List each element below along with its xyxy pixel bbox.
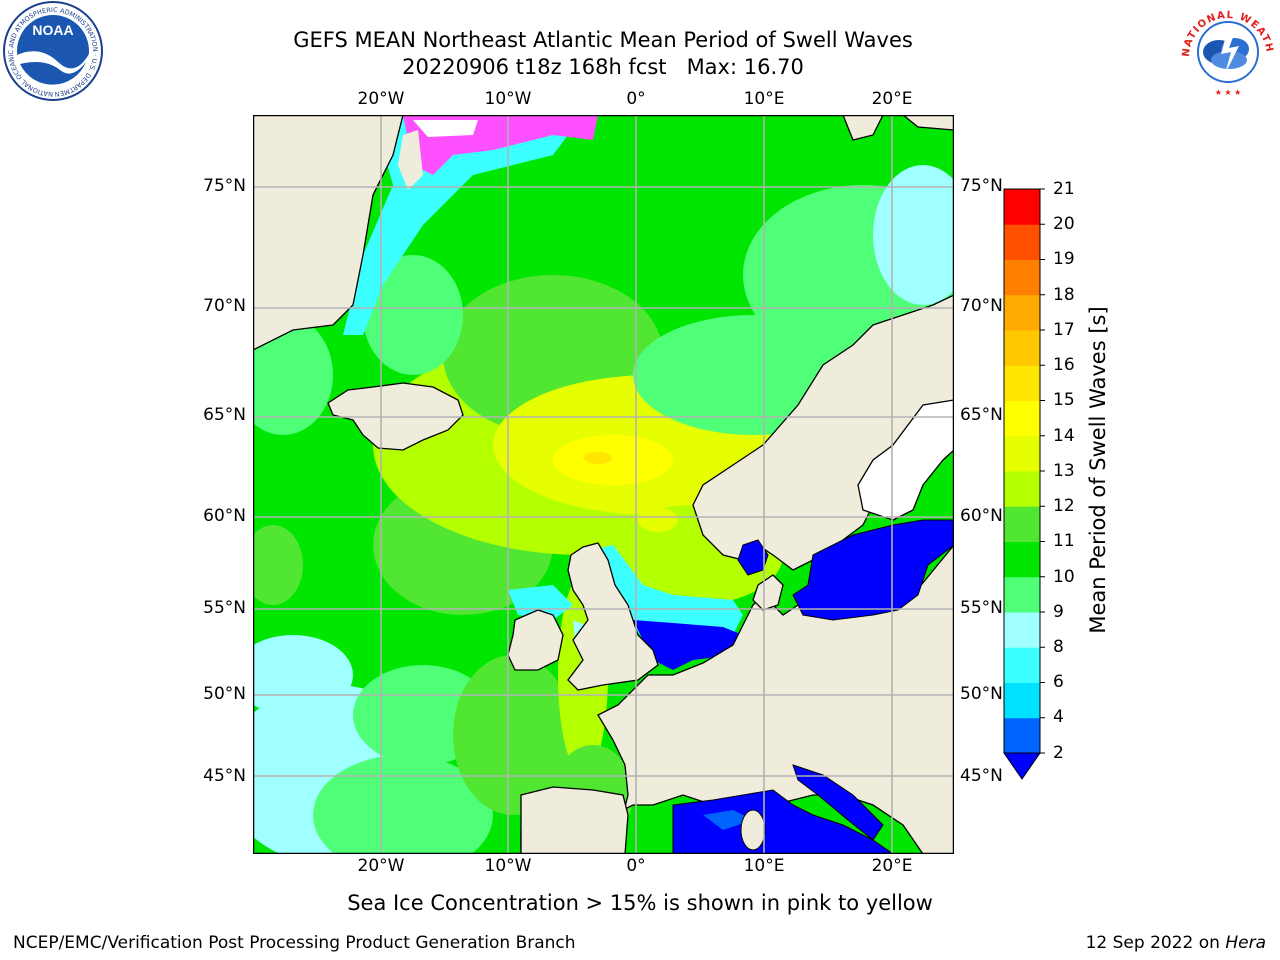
colorbar-label-17: 17 bbox=[1053, 320, 1075, 340]
lat-label-right-65n: 65°N bbox=[960, 405, 1003, 425]
colorbar-segment-13 bbox=[1004, 435, 1040, 472]
colorbar-label-14: 14 bbox=[1053, 426, 1075, 446]
footer-branch: NCEP/EMC/Verification Post Processing Pr… bbox=[13, 933, 576, 953]
colorbar-segment-12 bbox=[1004, 471, 1040, 507]
lat-label-left-55n: 55°N bbox=[203, 598, 246, 618]
lat-label-right-55n: 55°N bbox=[960, 598, 1003, 618]
colorbar-label-6: 6 bbox=[1053, 672, 1064, 692]
lat-label-right-70n: 70°N bbox=[960, 296, 1003, 316]
colorbar-label-12: 12 bbox=[1053, 496, 1075, 516]
colorbar-segment-18 bbox=[1004, 259, 1040, 296]
lon-label-bottom-0: 0° bbox=[626, 856, 646, 876]
lat-label-left-60n: 60°N bbox=[203, 506, 246, 526]
colorbar-segment-6 bbox=[1004, 647, 1040, 683]
chart-title-line1: GEFS MEAN Northeast Atlantic Mean Period… bbox=[293, 28, 913, 52]
ireland bbox=[507, 609, 564, 671]
colorbar-segment-10 bbox=[1004, 541, 1040, 578]
sea-ice-white bbox=[413, 120, 478, 137]
lat-label-left-75n: 75°N bbox=[203, 176, 246, 196]
colorbar-segment-16 bbox=[1004, 330, 1040, 366]
colorbar-segment-8 bbox=[1004, 612, 1040, 648]
colorbar-label-8: 8 bbox=[1053, 637, 1064, 657]
colorbar-segment-20 bbox=[1004, 189, 1040, 225]
colorbar-segment-15 bbox=[1004, 365, 1040, 401]
colorbar-label-18: 18 bbox=[1053, 285, 1075, 305]
baltic-sea bbox=[792, 519, 954, 621]
colorbar-label-19: 19 bbox=[1053, 249, 1075, 269]
colorbar-label-16: 16 bbox=[1053, 355, 1075, 375]
colorbar bbox=[1003, 188, 1045, 780]
map-frame bbox=[253, 115, 954, 854]
colorbar-segment-11 bbox=[1004, 506, 1040, 542]
lon-label-bottom-20e: 20°E bbox=[871, 856, 913, 876]
chart-title-line2: 20220906 t18z 168h fcst Max: 16.70 bbox=[402, 55, 804, 79]
lat-label-right-75n: 75°N bbox=[960, 176, 1003, 196]
colorbar-label-9: 9 bbox=[1053, 602, 1064, 622]
lat-label-left-70n: 70°N bbox=[203, 296, 246, 316]
colorbar-label-10: 10 bbox=[1053, 567, 1075, 587]
colorbar-segments bbox=[1004, 189, 1040, 754]
colorbar-segment-17 bbox=[1004, 294, 1040, 331]
graticule bbox=[253, 115, 954, 854]
lat-label-right-50n: 50°N bbox=[960, 684, 1003, 704]
lon-label-top-20w: 20°W bbox=[357, 89, 405, 109]
colorbar-label-11: 11 bbox=[1053, 531, 1075, 551]
adriatic-sea bbox=[792, 764, 884, 841]
lat-label-left-45n: 45°N bbox=[203, 766, 246, 786]
denmark bbox=[752, 574, 784, 611]
lat-label-left-65n: 65°N bbox=[203, 405, 246, 425]
north-sea-blue bbox=[633, 620, 743, 670]
lon-label-top-10e: 10°E bbox=[743, 89, 785, 109]
colorbar-segment-14 bbox=[1004, 400, 1040, 437]
colorbar-segment-4 bbox=[1004, 682, 1040, 719]
mediterranean-sea bbox=[672, 789, 894, 854]
footer-date: 12 Sep 2022 on Hera bbox=[1086, 933, 1266, 953]
footer-date-text: 12 Sep 2022 on bbox=[1085, 933, 1226, 953]
lon-label-top-10w: 10°W bbox=[484, 89, 532, 109]
colorbar-title: Mean Period of Swell Waves [s] bbox=[1086, 306, 1110, 634]
colorbar-label-13: 13 bbox=[1053, 461, 1075, 481]
lon-label-bottom-10w: 10°W bbox=[484, 856, 532, 876]
iberia bbox=[520, 786, 629, 854]
lat-label-right-60n: 60°N bbox=[960, 506, 1003, 526]
swell-period-map bbox=[253, 115, 954, 854]
sea-ice-note: Sea Ice Concentration > 15% is shown in … bbox=[347, 891, 933, 915]
lon-label-top-20e: 20°E bbox=[871, 89, 913, 109]
footer-host: Hera bbox=[1225, 933, 1266, 953]
nws-logo: NATIONAL WEATHER SERVICE ★ ★ ★ bbox=[1177, 2, 1274, 98]
lon-label-bottom-10e: 10°E bbox=[743, 856, 785, 876]
colorbar-label-2: 2 bbox=[1053, 743, 1064, 763]
noaa-logo-text: NOAA bbox=[32, 22, 73, 38]
colorbar-label-21: 21 bbox=[1053, 179, 1075, 199]
colorbar-segment-19 bbox=[1004, 224, 1040, 260]
colorbar-segment-2 bbox=[1004, 717, 1040, 754]
colorbar-label-15: 15 bbox=[1053, 390, 1075, 410]
greenland bbox=[253, 115, 404, 351]
lon-label-top-0: 0° bbox=[626, 89, 646, 109]
colorbar-under-triangle bbox=[1003, 752, 1041, 780]
colorbar-segment-9 bbox=[1004, 576, 1040, 613]
lon-label-bottom-20w: 20°W bbox=[357, 856, 405, 876]
colorbar-label-20: 20 bbox=[1053, 214, 1075, 234]
lat-label-left-50n: 50°N bbox=[203, 684, 246, 704]
noaa-logo: NOAA NATIONAL OCEANIC AND ATMOSPHERIC AD… bbox=[0, 0, 103, 101]
lat-label-right-45n: 45°N bbox=[960, 766, 1003, 786]
colorbar-label-4: 4 bbox=[1053, 707, 1064, 727]
svg-text:★ ★ ★: ★ ★ ★ bbox=[1215, 88, 1242, 97]
